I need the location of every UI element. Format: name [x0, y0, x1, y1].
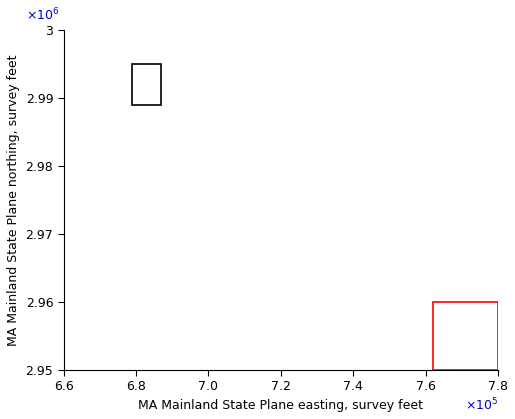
Text: $\times\mathregular{10}^{\mathregular{6}}$: $\times\mathregular{10}^{\mathregular{6}… [26, 7, 59, 23]
Bar [132, 64, 161, 105]
Y-axis label: MA Mainland State Plane northing, survey feet: MA Mainland State Plane northing, survey… [7, 54, 20, 346]
Text: $\times\mathregular{10}^{\mathregular{5}}$: $\times\mathregular{10}^{\mathregular{5}… [465, 397, 498, 414]
Bar [433, 302, 498, 370]
X-axis label: MA Mainland State Plane easting, survey feet: MA Mainland State Plane easting, survey … [139, 398, 423, 411]
